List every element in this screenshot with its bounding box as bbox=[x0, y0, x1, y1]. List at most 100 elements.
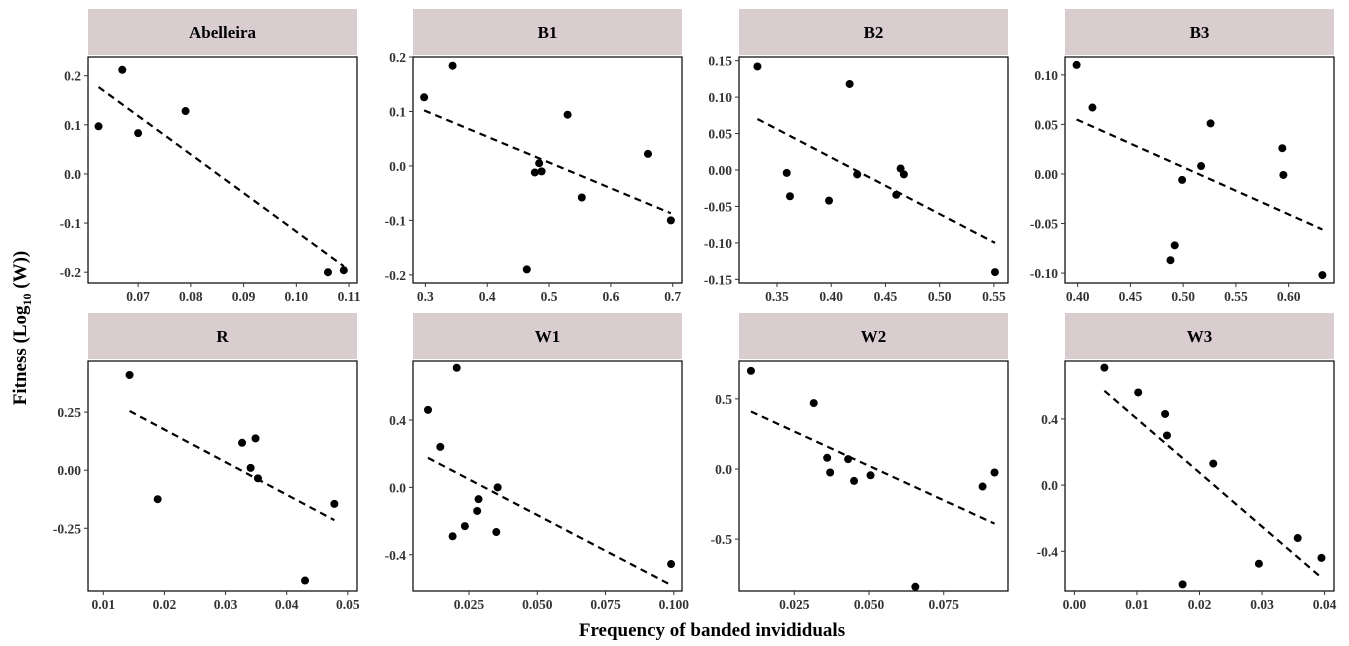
panel-6-xtick-label-1: 0.050 bbox=[854, 597, 885, 612]
panel-3-point-2 bbox=[1166, 256, 1175, 265]
y-axis-title-subscript: 10 bbox=[20, 293, 34, 305]
panel-2-strip bbox=[739, 9, 1008, 55]
panel-3-frame bbox=[1064, 56, 1335, 284]
panel-3-point-8 bbox=[1279, 170, 1288, 179]
panel-1-strip-label: B1 bbox=[538, 23, 558, 42]
panel-7-ytick-label-0: 0.4 bbox=[1041, 412, 1058, 427]
panel-3-ytick-label-1: 0.05 bbox=[1034, 117, 1058, 132]
panel-7-ytick-label-1: 0.0 bbox=[1041, 478, 1058, 493]
panel-3-point-0 bbox=[1072, 60, 1081, 69]
panel-5-point-5 bbox=[473, 506, 482, 515]
panel-0-ytick-label-3: -0.1 bbox=[60, 216, 82, 231]
panel-2-point-1 bbox=[782, 168, 791, 177]
panel-3-strip bbox=[1065, 9, 1334, 55]
panel-3-xtick-label-3: 0.55 bbox=[1224, 289, 1248, 304]
panel-6-point-2 bbox=[823, 453, 832, 462]
panel-3-xtick-label-2: 0.50 bbox=[1171, 289, 1195, 304]
panel-7-xtick-label-3: 0.03 bbox=[1250, 597, 1274, 612]
panel-6-point-6 bbox=[866, 471, 875, 480]
panel-6-fit-line bbox=[750, 410, 996, 525]
panel-2-xtick-label-3: 0.50 bbox=[928, 289, 952, 304]
panel-5-ytick-label-2: -0.4 bbox=[385, 548, 407, 563]
panel-4-point-5 bbox=[253, 474, 262, 483]
panel-3-point-4 bbox=[1178, 175, 1187, 184]
panel-7-strip bbox=[1065, 313, 1334, 359]
panel-5-point-8 bbox=[493, 483, 502, 492]
panel-3-xtick-label-4: 0.60 bbox=[1277, 289, 1301, 304]
panel-1-fit-line bbox=[423, 109, 672, 215]
panel-1-strip bbox=[413, 9, 682, 55]
panel-0-ytick-label-4: -0.2 bbox=[60, 265, 82, 280]
panel-4-point-4 bbox=[251, 434, 260, 443]
panel-5-point-2 bbox=[448, 532, 457, 541]
panel-0-strip-label: Abelleira bbox=[189, 23, 257, 42]
panel-2-point-4 bbox=[845, 79, 854, 88]
panel-1-point-5 bbox=[537, 167, 546, 176]
panel-6-strip bbox=[739, 313, 1008, 359]
panel-2-ytick-label-2: 0.05 bbox=[708, 127, 732, 142]
panel-3-point-7 bbox=[1278, 144, 1287, 153]
panel-1-xtick-label-3: 0.6 bbox=[602, 289, 619, 304]
panel-0-point-0 bbox=[94, 122, 103, 131]
panel-1-point-6 bbox=[563, 110, 572, 119]
panel-4: R 0.01 0.02 0.03 0.04 0.05 0.25 0.00 -0.25 bbox=[53, 313, 360, 612]
panel-6-point-8 bbox=[978, 482, 987, 491]
panel-1-point-9 bbox=[666, 216, 675, 225]
panel-5-xtick-label-0: 0.025 bbox=[454, 597, 485, 612]
panel-3-xtick-label-1: 0.45 bbox=[1119, 289, 1143, 304]
panel-4-xtick-label-3: 0.04 bbox=[275, 597, 299, 612]
panel-6-point-0 bbox=[746, 366, 755, 375]
x-axis-title: Frequency of banded invididuals bbox=[579, 620, 845, 641]
panel-1-ytick-label-2: 0.0 bbox=[389, 159, 406, 174]
panel-6-ytick-label-0: 0.5 bbox=[715, 392, 732, 407]
panel-6-frame bbox=[738, 360, 1009, 592]
panel-3-point-5 bbox=[1197, 162, 1206, 171]
panel-0-ytick-label-2: 0.0 bbox=[64, 167, 81, 182]
panel-5-xtick-label-2: 0.075 bbox=[590, 597, 621, 612]
panel-5-frame bbox=[412, 360, 683, 592]
panel-0-point-2 bbox=[134, 129, 143, 138]
panel-0-frame bbox=[87, 56, 358, 284]
panel-4-point-1 bbox=[153, 495, 162, 504]
panel-6-xtick-label-0: 0.025 bbox=[779, 597, 810, 612]
panel-7-ytick-label-2: -0.4 bbox=[1037, 544, 1059, 559]
panel-2-point-6 bbox=[892, 190, 901, 199]
panel-7-frame bbox=[1064, 360, 1335, 592]
panel-1-frame bbox=[412, 56, 683, 284]
panel-2-point-3 bbox=[825, 196, 834, 205]
panel-4-ytick-label-0: 0.25 bbox=[57, 405, 81, 420]
panel-6-point-3 bbox=[826, 468, 835, 477]
panel-7-point-2 bbox=[1161, 409, 1170, 418]
panel-7-point-1 bbox=[1134, 388, 1143, 397]
panel-1-point-7 bbox=[577, 193, 586, 202]
panel-3-strip-label: B3 bbox=[1190, 23, 1210, 42]
panel-4-strip bbox=[88, 313, 357, 359]
panel-6-strip-label: W2 bbox=[861, 327, 887, 346]
panel-0-ytick-label-1: 0.1 bbox=[64, 118, 81, 133]
panel-5-point-7 bbox=[492, 528, 501, 537]
panel-4-point-0 bbox=[125, 370, 134, 379]
panel-1-point-3 bbox=[530, 168, 539, 177]
panel-3-ytick-label-2: 0.00 bbox=[1034, 167, 1058, 182]
panel-2-xtick-label-0: 0.35 bbox=[765, 289, 789, 304]
panel-1-xtick-label-0: 0.3 bbox=[417, 289, 434, 304]
panel-6-point-9 bbox=[990, 468, 999, 477]
panel-1-point-4 bbox=[535, 159, 544, 168]
panel-4-frame bbox=[87, 360, 358, 592]
panel-1: B1 0.3 0.4 0.5 0.6 0.7 0.2 0.1 0.0 -0.1 -0.2 bbox=[385, 9, 683, 304]
panel-5-xtick-label-1: 0.050 bbox=[522, 597, 553, 612]
panel-2-point-9 bbox=[990, 268, 999, 277]
panel-5-point-1 bbox=[436, 442, 445, 451]
panel-4-point-7 bbox=[330, 499, 339, 508]
panel-1-ytick-label-1: 0.1 bbox=[389, 104, 406, 119]
panel-5-fit-line bbox=[427, 456, 672, 587]
panel-2-point-2 bbox=[785, 192, 794, 201]
panel-5-strip bbox=[413, 313, 682, 359]
panel-5: W1 0.025 0.050 0.075 0.100 0.4 0.0 -0.4 bbox=[385, 313, 689, 612]
panel-1-xtick-label-1: 0.4 bbox=[479, 289, 496, 304]
panel-7-point-5 bbox=[1209, 459, 1218, 468]
panel-4-fit-line bbox=[129, 409, 335, 522]
panel-6-point-5 bbox=[850, 476, 859, 485]
panel-1-point-2 bbox=[522, 265, 531, 274]
